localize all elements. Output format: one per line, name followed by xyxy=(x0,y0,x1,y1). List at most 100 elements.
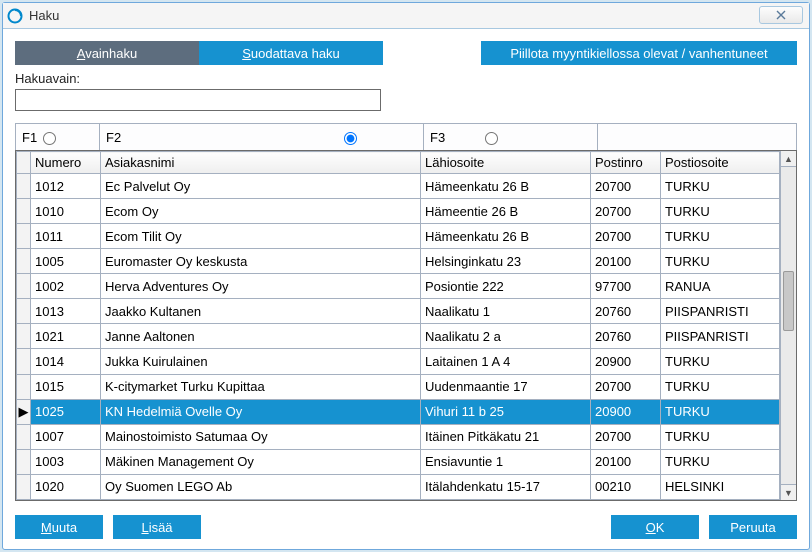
cell-lahiosoite: Hämeenkatu 26 B xyxy=(421,174,591,199)
cell-lahiosoite: Vihuri 11 b 25 xyxy=(421,399,591,424)
cell-lahiosoite: Laitainen 1 A 4 xyxy=(421,349,591,374)
header-numero[interactable]: Numero xyxy=(31,152,101,174)
cell-postiosoite: TURKU xyxy=(661,224,780,249)
cell-numero: 1021 xyxy=(31,324,101,349)
header-asiakasnimi[interactable]: Asiakasnimi xyxy=(101,152,421,174)
cell-postinro: 20760 xyxy=(591,324,661,349)
scroll-down-icon[interactable]: ▼ xyxy=(781,484,796,500)
cell-postiosoite: TURKU xyxy=(661,399,780,424)
cell-asiakasnimi: K-citymarket Turku Kupittaa xyxy=(101,374,421,399)
header-lahiosoite[interactable]: Lähiosoite xyxy=(421,152,591,174)
row-marker xyxy=(17,299,31,324)
tab-avainhaku[interactable]: Avainhaku xyxy=(15,41,199,65)
row-marker xyxy=(17,249,31,274)
cell-numero: 1010 xyxy=(31,199,101,224)
cell-numero: 1020 xyxy=(31,474,101,499)
cell-numero: 1012 xyxy=(31,174,101,199)
cell-postinro: 20100 xyxy=(591,249,661,274)
cell-numero: 1013 xyxy=(31,299,101,324)
cell-postinro: 00210 xyxy=(591,474,661,499)
table-row[interactable]: 1012Ec Palvelut OyHämeenkatu 26 B20700TU… xyxy=(17,174,780,199)
cell-postiosoite: PIISPANRISTI xyxy=(661,324,780,349)
cell-postiosoite: TURKU xyxy=(661,199,780,224)
cell-postinro: 20700 xyxy=(591,374,661,399)
table-row[interactable]: 1007Mainostoimisto Satumaa OyItäinen Pit… xyxy=(17,424,780,449)
radio-f3-label: F3 xyxy=(430,130,445,145)
radio-f1[interactable] xyxy=(43,132,56,145)
cancel-button[interactable]: Peruuta xyxy=(709,515,797,539)
cell-postinro: 20700 xyxy=(591,199,661,224)
header-postiosoite[interactable]: Postiosoite xyxy=(661,152,780,174)
cell-asiakasnimi: Jukka Kuirulainen xyxy=(101,349,421,374)
cell-postinro: 20700 xyxy=(591,224,661,249)
table-row[interactable]: 1014Jukka KuirulainenLaitainen 1 A 42090… xyxy=(17,349,780,374)
table-row[interactable]: ▶1025KN Hedelmiä Ovelle OyVihuri 11 b 25… xyxy=(17,399,780,424)
cell-numero: 1002 xyxy=(31,274,101,299)
row-marker xyxy=(17,324,31,349)
table-row[interactable]: 1005Euromaster Oy keskustaHelsinginkatu … xyxy=(17,249,780,274)
cell-lahiosoite: Naalikatu 1 xyxy=(421,299,591,324)
cell-postinro: 20900 xyxy=(591,349,661,374)
hide-blocked-button[interactable]: Piillota myyntikiellossa olevat / vanhen… xyxy=(481,41,797,65)
cell-asiakasnimi: Herva Adventures Oy xyxy=(101,274,421,299)
radio-f3-cell[interactable]: F3 xyxy=(424,124,598,150)
table-row[interactable]: 1002Herva Adventures OyPosiontie 2229770… xyxy=(17,274,780,299)
cell-postiosoite: RANUA xyxy=(661,274,780,299)
row-marker xyxy=(17,349,31,374)
scroll-up-icon[interactable]: ▲ xyxy=(781,151,796,167)
table-row[interactable]: 1003Mäkinen Management OyEnsiavuntie 120… xyxy=(17,449,780,474)
table-row[interactable]: 1011Ecom Tilit OyHämeenkatu 26 B20700TUR… xyxy=(17,224,780,249)
cell-numero: 1005 xyxy=(31,249,101,274)
search-key-label: Hakuavain: xyxy=(15,71,797,86)
table-row[interactable]: 1020Oy Suomen LEGO AbItälahdenkatu 15-17… xyxy=(17,474,780,499)
cell-asiakasnimi: Mäkinen Management Oy xyxy=(101,449,421,474)
search-key-input[interactable] xyxy=(15,89,381,111)
cell-postiosoite: TURKU xyxy=(661,174,780,199)
cell-asiakasnimi: KN Hedelmiä Ovelle Oy xyxy=(101,399,421,424)
table-row[interactable]: 1015K-citymarket Turku KupittaaUudenmaan… xyxy=(17,374,780,399)
edit-button[interactable]: Muuta xyxy=(15,515,103,539)
close-button[interactable] xyxy=(759,6,803,24)
vertical-scrollbar[interactable]: ▲ ▼ xyxy=(780,151,796,500)
cell-asiakasnimi: Janne Aaltonen xyxy=(101,324,421,349)
table-row[interactable]: 1013Jaakko KultanenNaalikatu 120760PIISP… xyxy=(17,299,780,324)
table-row[interactable]: 1010Ecom OyHämeentie 26 B20700TURKU xyxy=(17,199,780,224)
cell-lahiosoite: Itälahdenkatu 15-17 xyxy=(421,474,591,499)
row-marker xyxy=(17,424,31,449)
scroll-thumb[interactable] xyxy=(783,271,794,331)
search-window: Haku Avainhaku Suodattava haku Piillota … xyxy=(2,2,810,550)
radio-f2-label: F2 xyxy=(106,130,121,145)
cell-asiakasnimi: Jaakko Kultanen xyxy=(101,299,421,324)
cell-postiosoite: HELSINKI xyxy=(661,474,780,499)
cell-numero: 1011 xyxy=(31,224,101,249)
row-marker xyxy=(17,199,31,224)
cell-postiosoite: TURKU xyxy=(661,349,780,374)
cell-asiakasnimi: Mainostoimisto Satumaa Oy xyxy=(101,424,421,449)
cell-lahiosoite: Helsinginkatu 23 xyxy=(421,249,591,274)
cell-postiosoite: TURKU xyxy=(661,249,780,274)
window-title: Haku xyxy=(29,8,59,23)
header-postinro[interactable]: Postinro xyxy=(591,152,661,174)
cell-postiosoite: TURKU xyxy=(661,374,780,399)
radio-f2[interactable] xyxy=(344,132,357,145)
table-row[interactable]: 1021Janne AaltonenNaalikatu 2 a20760PIIS… xyxy=(17,324,780,349)
tab-suodattava[interactable]: Suodattava haku xyxy=(199,41,383,65)
add-button[interactable]: Lisää xyxy=(113,515,201,539)
cell-lahiosoite: Itäinen Pitkäkatu 21 xyxy=(421,424,591,449)
cell-postinro: 20700 xyxy=(591,174,661,199)
radio-f3[interactable] xyxy=(485,132,498,145)
radio-f2-cell[interactable]: F2 xyxy=(100,124,424,150)
ok-button[interactable]: OK xyxy=(611,515,699,539)
cell-postinro: 20700 xyxy=(591,424,661,449)
tab-row: Avainhaku Suodattava haku Piillota myynt… xyxy=(15,41,797,65)
radio-f1-cell[interactable]: F1 xyxy=(16,124,100,150)
cell-lahiosoite: Hämeenkatu 26 B xyxy=(421,224,591,249)
cell-asiakasnimi: Ec Palvelut Oy xyxy=(101,174,421,199)
row-marker xyxy=(17,174,31,199)
row-marker: ▶ xyxy=(17,399,31,424)
header-marker xyxy=(17,152,31,174)
cell-numero: 1014 xyxy=(31,349,101,374)
row-marker xyxy=(17,474,31,499)
cell-postinro: 97700 xyxy=(591,274,661,299)
cell-postinro: 20100 xyxy=(591,449,661,474)
